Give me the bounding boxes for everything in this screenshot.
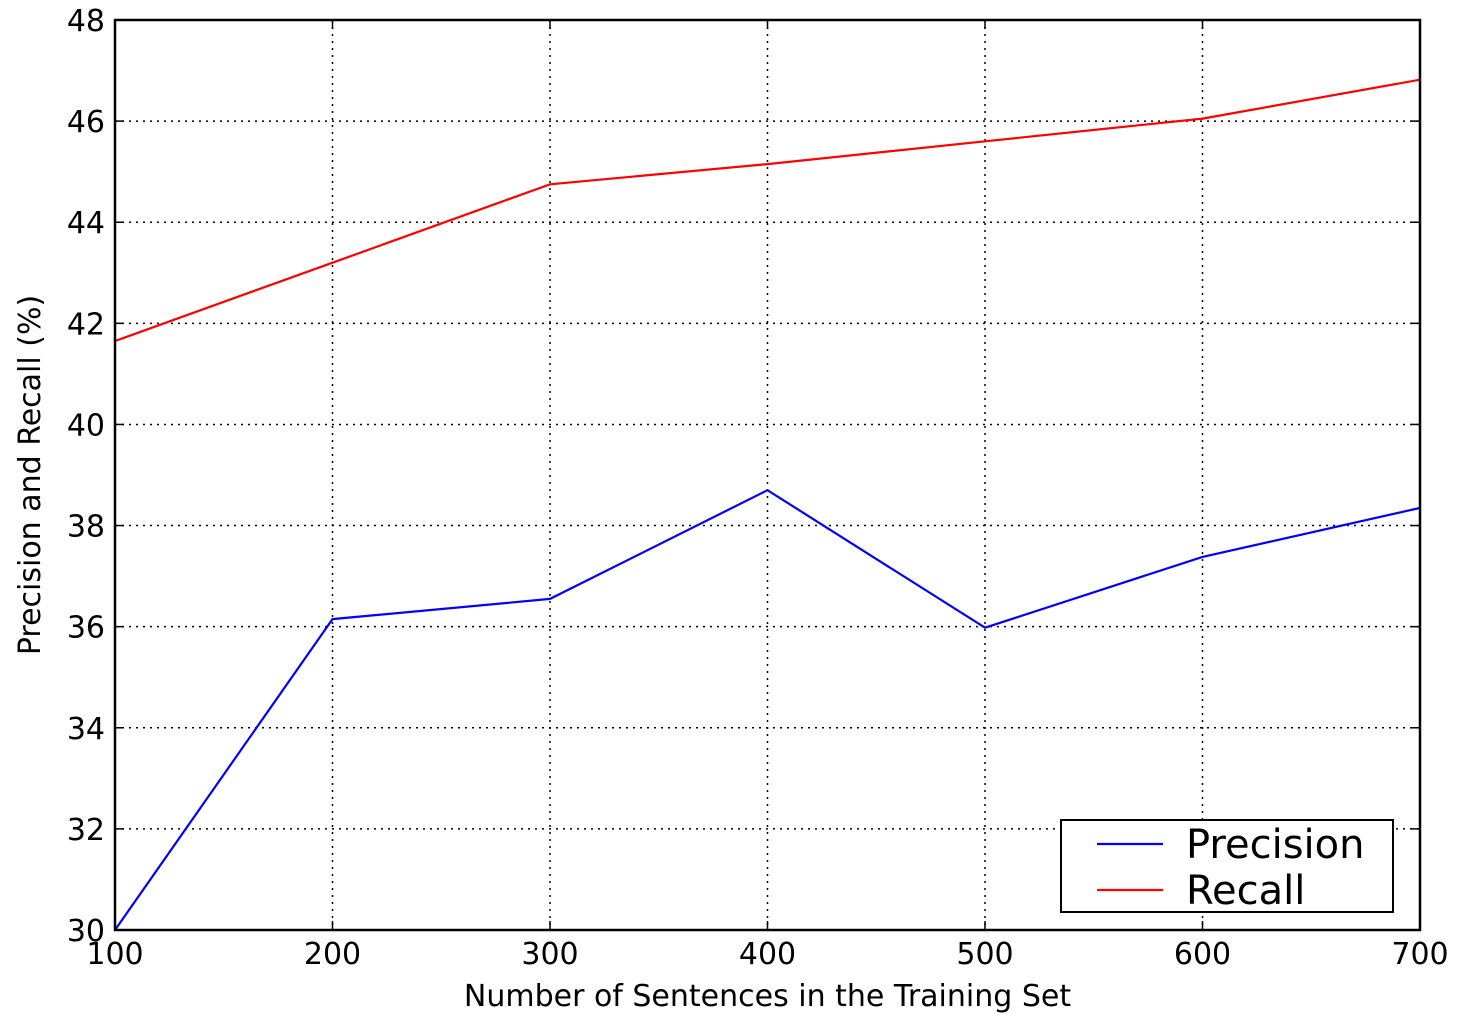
y-tick-label: 36	[67, 611, 105, 646]
series-line-precision	[114, 488, 1421, 931]
y-tick-label: 46	[67, 105, 105, 140]
series-lines	[114, 78, 1421, 931]
y-tick-label: 32	[67, 813, 105, 848]
legend-label-precision: Precision	[1186, 822, 1364, 868]
axis-ticks	[114, 19, 1421, 931]
y-tick-label: 38	[67, 510, 105, 545]
y-tick-label: 40	[67, 408, 105, 443]
x-tick-label: 700	[1391, 937, 1448, 972]
tick-labels: 100 200 300 400 500 600 700 30 32 34 36 38 40 42 44 46 4…	[67, 4, 1449, 972]
y-tick-label: 44	[67, 206, 105, 241]
series-line-recall	[114, 78, 1421, 343]
x-tick-label: 300	[521, 937, 578, 972]
x-tick-label: 600	[1174, 937, 1231, 972]
x-axis-title: Number of Sentences in the Training Set	[464, 979, 1071, 1014]
y-tick-label: 48	[67, 4, 105, 39]
x-tick-label: 200	[304, 937, 361, 972]
x-tick-label: 500	[956, 937, 1013, 972]
x-tick-label: 400	[739, 937, 796, 972]
y-axis-title: Precision and Recall (%)	[13, 295, 48, 655]
x-tick-label: 100	[86, 937, 143, 972]
y-tick-label: 30	[67, 914, 105, 949]
grid-lines	[115, 20, 1420, 930]
legend-label-recall: Recall	[1186, 868, 1305, 914]
y-tick-label: 34	[67, 712, 105, 747]
y-tick-label: 42	[67, 307, 105, 342]
legend-box	[1060, 819, 1394, 913]
